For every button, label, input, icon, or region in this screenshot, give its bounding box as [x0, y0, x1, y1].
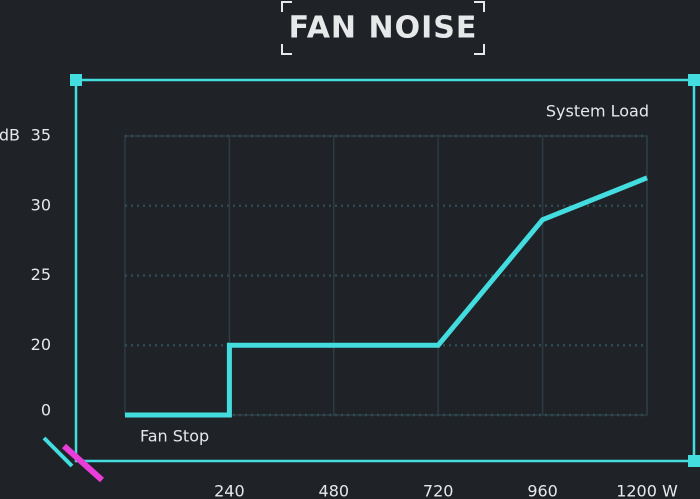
y-tick-label: 35 [31, 126, 51, 145]
x-tick-label: 480 [319, 482, 350, 499]
y-tick-label: 20 [31, 335, 51, 354]
line [125, 175, 648, 418]
y-tick-label: 30 [31, 195, 51, 214]
decor-slash [61, 443, 105, 483]
annotation: Fan Stop [140, 427, 209, 446]
annotation: System Load [546, 102, 649, 121]
x-tick-label: 720 [423, 482, 454, 499]
x-tick-label: 240 [214, 482, 245, 499]
decor-slash [42, 436, 74, 468]
x-tick-label: 960 [527, 482, 558, 499]
title-frame [281, 1, 485, 55]
y-tick-label: 0 [41, 401, 51, 420]
x-tick-label: 1200 W [616, 482, 678, 499]
frame [74, 78, 696, 463]
y-tick-label: 25 [31, 265, 51, 284]
y-axis-label: dB [0, 126, 20, 145]
chart-title: FAN NOISE [289, 11, 478, 46]
frame-corners [70, 74, 700, 467]
